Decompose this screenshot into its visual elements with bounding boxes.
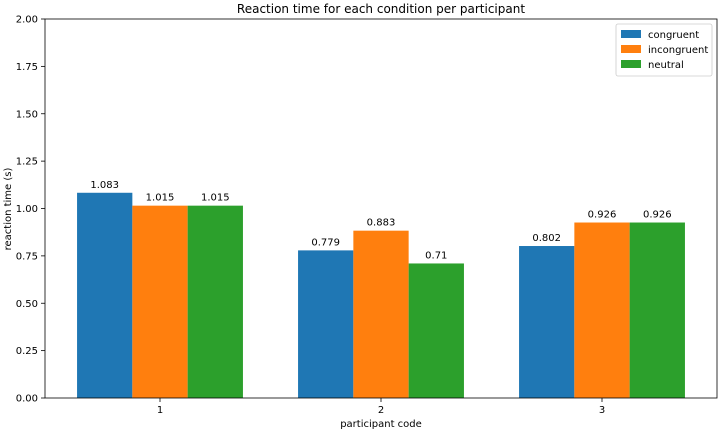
x-tick-label-2: 2	[378, 405, 384, 416]
y-tick-label: 2.00	[16, 15, 38, 26]
y-tick-label: 0.25	[16, 346, 38, 357]
data-label-incongruent-3: 0.926	[588, 210, 617, 221]
bar-incongruent-1	[132, 205, 188, 398]
y-tick-label: 1.00	[16, 204, 38, 215]
legend-label-neutral: neutral	[648, 60, 684, 71]
x-axis-label: participant code	[340, 419, 422, 430]
bar-incongruent-2	[353, 230, 409, 398]
bar-congruent-1	[77, 192, 133, 398]
y-tick-label: 1.50	[16, 109, 38, 120]
legend-swatch-neutral	[621, 60, 641, 68]
legend-swatch-congruent	[621, 30, 641, 38]
data-label-congruent-2: 0.779	[311, 237, 340, 248]
data-label-incongruent-1: 1.015	[146, 193, 175, 204]
bar-congruent-2	[298, 250, 354, 398]
y-tick-label: 1.75	[16, 62, 38, 73]
bar-neutral-2	[408, 263, 464, 398]
data-label-incongruent-2: 0.883	[367, 218, 396, 229]
y-tick-label: 0.75	[16, 251, 38, 262]
data-label-congruent-3: 0.802	[532, 233, 561, 244]
y-tick-label: 0.50	[16, 299, 38, 310]
y-tick-label: 1.25	[16, 157, 38, 168]
plot-area: 1.083 0.779 0.802 1.015 0.883 0.926 1.015 0.71 0…	[16, 15, 718, 416]
bar-congruent-3	[519, 246, 575, 398]
data-label-neutral-3: 0.926	[643, 210, 672, 221]
data-label-congruent-1: 1.083	[90, 180, 119, 191]
x-tick-label-3: 3	[599, 405, 605, 416]
bar-incongruent-3	[574, 222, 630, 398]
legend-label-incongruent: incongruent	[648, 45, 708, 56]
y-tick-label: 0.00	[16, 394, 38, 405]
legend-swatch-incongruent	[621, 45, 641, 53]
chart-title: Reaction time for each condition per par…	[237, 2, 525, 16]
x-tick-label-1: 1	[157, 405, 163, 416]
bar-neutral-1	[187, 205, 243, 398]
legend: congruent incongruent neutral	[615, 23, 713, 77]
data-label-neutral-1: 1.015	[201, 193, 230, 204]
y-axis-label: reaction time (s)	[3, 168, 14, 251]
legend-label-congruent: congruent	[648, 30, 699, 41]
bar-neutral-3	[629, 222, 685, 398]
data-label-neutral-2: 0.71	[425, 250, 447, 261]
